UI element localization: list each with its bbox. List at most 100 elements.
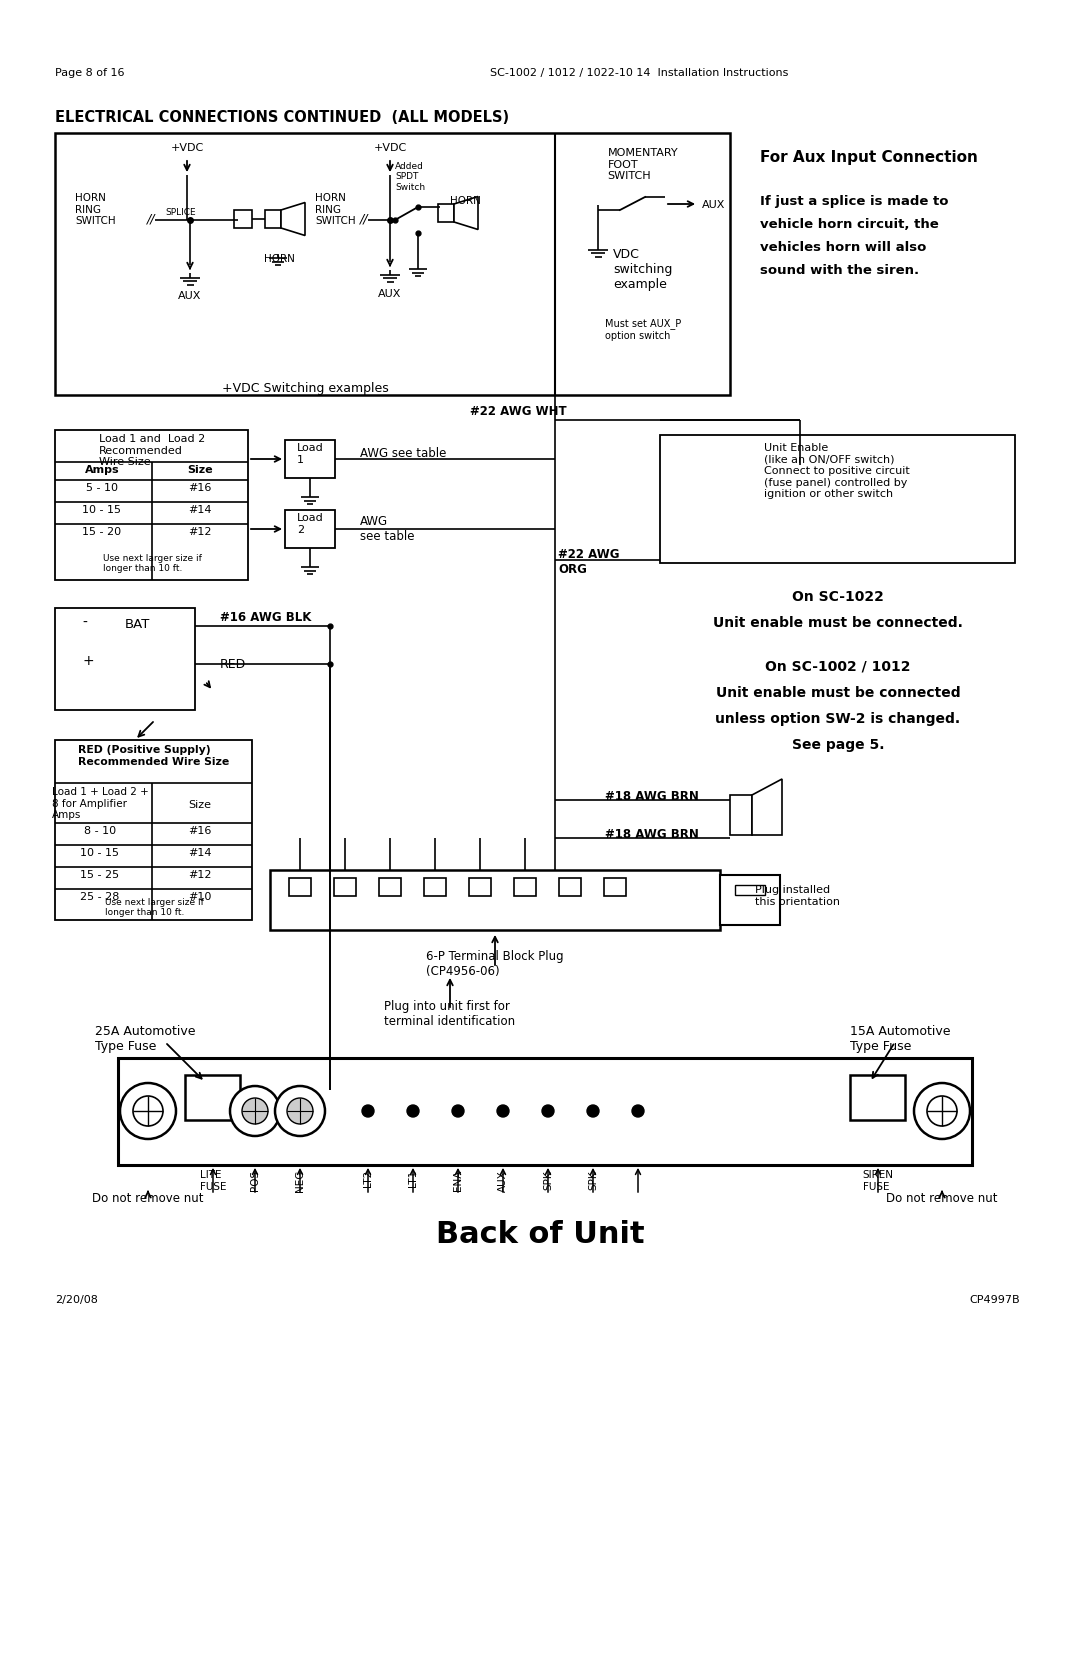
Text: Size: Size [189, 799, 212, 809]
Text: Page 8 of 16: Page 8 of 16 [55, 68, 124, 78]
Bar [559, 878, 581, 896]
Text: AUX: AUX [702, 200, 726, 210]
Text: sound with the siren.: sound with the siren. [760, 264, 919, 277]
Bar [270, 870, 720, 930]
Text: Unit Enable
(like an ON/OFF switch)
Connect to positive circuit
(fuse panel) con: Unit Enable (like an ON/OFF switch) Conn… [765, 442, 909, 499]
Bar [334, 878, 356, 896]
Text: LT1: LT1 [408, 1170, 418, 1187]
Polygon shape [438, 204, 454, 222]
Text: HORN: HORN [450, 195, 481, 205]
Text: On SC-1022: On SC-1022 [792, 591, 883, 604]
Circle shape [497, 1105, 509, 1117]
Text: //: // [147, 214, 156, 225]
Bar [55, 608, 195, 709]
Bar [55, 134, 730, 396]
Text: Use next larger size if
longer than 10 ft.: Use next larger size if longer than 10 f… [103, 554, 202, 574]
Polygon shape [265, 210, 281, 229]
Text: See page 5.: See page 5. [792, 738, 885, 753]
Circle shape [230, 1087, 280, 1137]
Text: #12: #12 [188, 527, 212, 537]
Bar [55, 431, 248, 581]
Text: HORN: HORN [264, 254, 295, 264]
Circle shape [588, 1105, 599, 1117]
Text: SPK: SPK [588, 1170, 598, 1190]
Text: 10 - 15: 10 - 15 [82, 506, 121, 516]
Text: On SC-1002 / 1012: On SC-1002 / 1012 [766, 659, 910, 674]
Text: CP4997B: CP4997B [970, 1295, 1020, 1305]
Text: #10: #10 [188, 891, 212, 901]
Bar [735, 885, 765, 895]
Text: #16 AWG BLK: #16 AWG BLK [220, 611, 311, 624]
Circle shape [632, 1105, 644, 1117]
Text: SPK: SPK [543, 1170, 553, 1190]
Text: 25 - 28: 25 - 28 [80, 891, 120, 901]
Text: Use next larger size if
longer than 10 ft.: Use next larger size if longer than 10 f… [105, 898, 203, 918]
Text: Amps: Amps [84, 466, 119, 476]
Circle shape [407, 1105, 419, 1117]
Text: Do not remove nut: Do not remove nut [92, 1192, 204, 1205]
Bar [285, 511, 335, 547]
Text: AWG see table: AWG see table [360, 447, 446, 461]
Bar [720, 875, 780, 925]
Text: +VDC: +VDC [171, 144, 204, 154]
Text: 15A Automotive
Type Fuse: 15A Automotive Type Fuse [850, 1025, 950, 1053]
Text: Load 1 and  Load 2
Recommended
Wire Size: Load 1 and Load 2 Recommended Wire Size [99, 434, 205, 467]
Circle shape [362, 1105, 374, 1117]
Text: 5 - 10: 5 - 10 [86, 482, 118, 492]
Bar [379, 878, 401, 896]
Bar [424, 878, 446, 896]
Bar [850, 1075, 905, 1120]
Text: SPLICE: SPLICE [165, 209, 195, 217]
Text: unless option SW-2 is changed.: unless option SW-2 is changed. [715, 713, 960, 726]
Text: SIREN
FUSE: SIREN FUSE [863, 1170, 893, 1192]
Text: #14: #14 [188, 848, 212, 858]
Bar [514, 878, 536, 896]
Text: For Aux Input Connection: For Aux Input Connection [760, 150, 977, 165]
Text: AUX: AUX [178, 290, 202, 300]
Text: #16: #16 [188, 482, 212, 492]
Circle shape [914, 1083, 970, 1138]
Circle shape [453, 1105, 464, 1117]
Text: AUX: AUX [378, 289, 402, 299]
Text: Load 1 + Load 2 +
8 for Amplifier
Amps: Load 1 + Load 2 + 8 for Amplifier Amps [52, 788, 148, 819]
Bar [234, 210, 252, 229]
Bar [118, 1058, 972, 1165]
Text: HORN
RING
SWITCH: HORN RING SWITCH [75, 194, 116, 227]
Text: #12: #12 [188, 870, 212, 880]
Text: -: - [82, 616, 86, 629]
Text: AWG
see table: AWG see table [360, 516, 415, 542]
Text: ELECTRICAL CONNECTIONS CONTINUED  (ALL MODELS): ELECTRICAL CONNECTIONS CONTINUED (ALL MO… [55, 110, 509, 125]
Text: #18 AWG BRN: #18 AWG BRN [605, 828, 699, 841]
Text: //: // [360, 214, 368, 225]
Text: 25A Automotive
Type Fuse: 25A Automotive Type Fuse [95, 1025, 195, 1053]
Text: If just a splice is made to: If just a splice is made to [760, 195, 948, 209]
Bar [185, 1075, 240, 1120]
Text: #22 AWG WHT: #22 AWG WHT [470, 406, 567, 417]
Text: RED: RED [220, 658, 246, 671]
Text: 8 - 10: 8 - 10 [84, 826, 116, 836]
Text: vehicles horn will also: vehicles horn will also [760, 240, 927, 254]
Text: 15 - 20: 15 - 20 [82, 527, 122, 537]
Circle shape [120, 1083, 176, 1138]
Bar [660, 436, 1015, 562]
Text: 2/20/08: 2/20/08 [55, 1295, 98, 1305]
Text: AUX: AUX [498, 1170, 508, 1192]
Text: Load
1: Load 1 [297, 442, 323, 464]
Text: +VDC: +VDC [374, 144, 407, 154]
Text: BAT: BAT [125, 618, 150, 631]
Circle shape [275, 1087, 325, 1137]
Circle shape [287, 1098, 313, 1123]
Bar [469, 878, 491, 896]
Text: NEG: NEG [295, 1170, 305, 1192]
Bar [285, 441, 335, 477]
Bar [55, 739, 252, 920]
Text: Load
2: Load 2 [297, 512, 323, 534]
Text: Plug into unit first for
terminal identification: Plug into unit first for terminal identi… [384, 1000, 515, 1028]
Text: POS: POS [249, 1170, 260, 1192]
Text: +VDC Switching examples: +VDC Switching examples [221, 382, 389, 396]
Text: 15 - 25: 15 - 25 [80, 870, 120, 880]
Text: #16: #16 [188, 826, 212, 836]
Text: Unit enable must be connected.: Unit enable must be connected. [713, 616, 963, 629]
Text: ENA: ENA [453, 1170, 463, 1192]
Text: SC-1002 / 1012 / 1022-10 14  Installation Instructions: SC-1002 / 1012 / 1022-10 14 Installation… [490, 68, 788, 78]
